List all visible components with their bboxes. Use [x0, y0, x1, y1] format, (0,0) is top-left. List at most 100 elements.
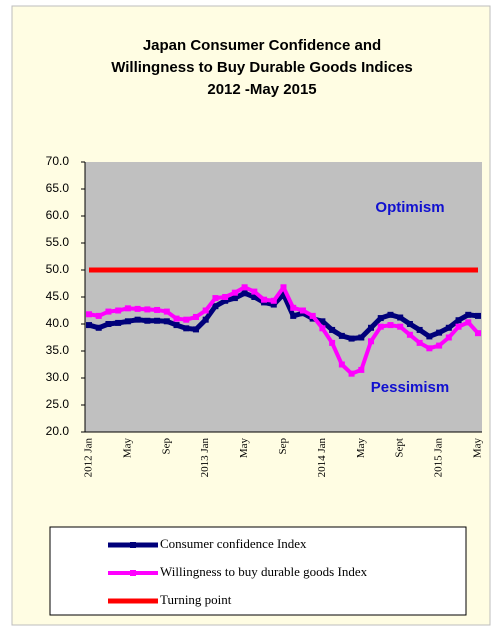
series-marker [475, 330, 481, 337]
y-tick-label: 50.0 [46, 262, 70, 276]
series-marker [251, 294, 258, 300]
series-marker [368, 324, 375, 331]
y-tick-label: 65.0 [46, 181, 70, 195]
series-marker [436, 342, 443, 349]
series-marker [338, 332, 345, 339]
series-marker [134, 305, 141, 312]
y-tick-label: 60.0 [46, 208, 70, 222]
annotation: Optimism [375, 199, 444, 216]
series-marker [144, 306, 151, 313]
series-marker [212, 295, 219, 302]
series-marker [202, 316, 209, 323]
x-tick-label: 2013 Jan [199, 438, 211, 478]
x-tick-label: 2012 Jan [83, 438, 95, 478]
series-marker [86, 322, 92, 329]
series-marker [416, 326, 423, 333]
series-marker [183, 316, 190, 323]
series-marker [445, 334, 452, 341]
y-tick-label: 20.0 [46, 424, 70, 438]
series-marker [134, 316, 141, 323]
series-marker [397, 314, 404, 321]
x-tick-label: 2015 Jan [433, 438, 445, 478]
series-marker [222, 294, 229, 300]
series-marker [173, 322, 180, 329]
chart-title: 2012 -May 2015 [207, 81, 316, 98]
x-tick-label: May [355, 438, 367, 459]
series-marker [115, 319, 122, 326]
series-marker [377, 315, 384, 322]
legend-marker [130, 570, 136, 576]
y-tick-label: 30.0 [46, 370, 70, 384]
series-marker [154, 306, 161, 313]
legend-label: Willingness to buy durable goods Index [160, 564, 368, 579]
series-marker [192, 326, 199, 333]
series-marker [163, 318, 170, 325]
series-marker [358, 334, 365, 341]
series-marker [280, 291, 287, 298]
y-tick-label: 35.0 [46, 343, 70, 357]
series-marker [377, 323, 384, 330]
series-marker [270, 297, 277, 304]
series-marker [154, 317, 161, 324]
series-marker [173, 315, 180, 322]
series-marker [465, 319, 472, 326]
x-tick-label: 2014 Jan [316, 438, 328, 478]
series-marker [387, 311, 394, 318]
x-tick-label: Sep [160, 438, 172, 455]
series-marker [338, 361, 345, 368]
series-marker [105, 321, 112, 327]
x-tick-label: May [121, 438, 133, 459]
annotation: Pessimism [371, 379, 449, 396]
series-marker [105, 308, 112, 315]
series-marker [290, 304, 297, 311]
legend-label: Consumer confidence Index [160, 536, 307, 551]
series-marker [455, 323, 462, 330]
chart-title: Japan Consumer Confidence and [143, 37, 381, 54]
y-tick-label: 70.0 [46, 154, 70, 168]
series-marker [144, 317, 151, 324]
legend-marker [130, 542, 136, 548]
series-marker [163, 308, 170, 315]
series-marker [86, 311, 92, 318]
series-marker [231, 295, 238, 302]
series-marker [319, 325, 326, 332]
series-marker [192, 313, 199, 320]
series-marker [348, 370, 355, 377]
series-marker [358, 366, 365, 373]
series-marker [124, 305, 131, 312]
x-tick-label: Sep [277, 438, 289, 455]
series-marker [397, 323, 404, 330]
series-marker [348, 335, 355, 342]
series-marker [319, 318, 326, 325]
legend-label: Turning point [160, 592, 232, 607]
series-marker [95, 312, 102, 319]
series-marker [387, 322, 394, 329]
series-marker [115, 307, 122, 314]
series-marker [183, 325, 190, 332]
series-marker [465, 311, 472, 318]
y-tick-label: 40.0 [46, 316, 70, 330]
series-marker [436, 329, 443, 336]
y-tick-label: 25.0 [46, 397, 70, 411]
y-tick-label: 45.0 [46, 289, 70, 303]
series-marker [445, 324, 452, 331]
x-tick-label: May [472, 438, 484, 459]
series-marker [95, 324, 102, 331]
series-marker [299, 307, 306, 314]
series-marker [261, 296, 268, 303]
series-marker [251, 288, 258, 295]
series-marker [416, 339, 423, 346]
series-marker [231, 289, 238, 296]
series-marker [406, 331, 413, 338]
y-tick-label: 55.0 [46, 235, 70, 249]
x-tick-label: May [238, 438, 250, 459]
x-tick-label: Sept [394, 438, 406, 458]
plot-layer [86, 267, 481, 377]
series-marker [426, 345, 433, 352]
chart-title: Willingness to Buy Durable Goods Indices [111, 59, 413, 76]
series-marker [241, 284, 248, 291]
series-marker [202, 307, 209, 314]
series-marker [222, 297, 229, 304]
series-marker [309, 312, 316, 319]
